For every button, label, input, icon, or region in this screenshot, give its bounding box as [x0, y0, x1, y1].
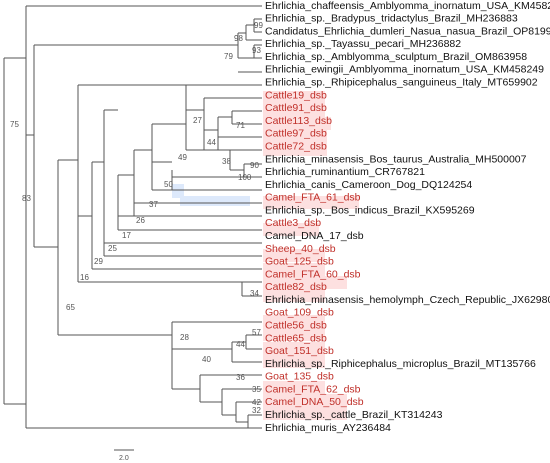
- support-value: 28: [180, 333, 189, 342]
- support-value: 98: [234, 34, 243, 43]
- leaf-label: Camel_DNA_50_dsb: [265, 396, 364, 408]
- support-value: 57: [252, 328, 261, 337]
- leaf-label: Ehrlichia_sp._Amblyomma_sculptum_Brazil_…: [265, 51, 527, 63]
- leaf-label: Cattle3_dsb: [265, 217, 321, 229]
- support-value: 29: [94, 257, 103, 266]
- support-value: 44: [236, 340, 245, 349]
- leaf-label: Camel_DNA_17_dsb: [265, 230, 364, 242]
- support-value: 17: [122, 231, 131, 240]
- support-value: 42: [252, 398, 261, 407]
- scale-label: 2.0: [119, 455, 129, 462]
- leaf-label: Goat_135_dsb: [265, 371, 334, 383]
- leaf-label: Ehrlichia_sp._Rhipicephalus_sanguineus_I…: [265, 76, 538, 88]
- leaf-label: Candidatus_Ehrlichia_dumleri_Nasua_nasua…: [265, 25, 550, 37]
- support-value: 35: [252, 385, 261, 394]
- tree-branches: [3, 5, 262, 451]
- support-value: 38: [222, 157, 231, 166]
- leaf-label: Ehrlichia_sp._Tayassu_pecari_MH236882: [265, 38, 461, 50]
- support-values: 99 98 93 79 75 27 71 44 49 38 90 100 50 …: [10, 21, 263, 415]
- leaf-label: Ehrlichia_minasensis_hemolymph_Czech_Rep…: [265, 294, 550, 306]
- leaf-label: Cattle65_dsb: [265, 332, 327, 344]
- support-value: 36: [236, 373, 245, 382]
- support-value: 37: [149, 200, 158, 209]
- leaf-label: Cattle91_dsb: [265, 102, 327, 114]
- support-value: 75: [10, 120, 19, 129]
- leaf-label: Camel_FTA_62_dsb: [265, 383, 361, 395]
- leaf-label: Cattle56_dsb: [265, 319, 327, 331]
- leaf-label: Sheep_40_dsb: [265, 243, 336, 255]
- support-value: 25: [108, 244, 117, 253]
- support-value: 71: [236, 121, 245, 130]
- support-value: 93: [252, 46, 261, 55]
- support-value: 79: [224, 52, 233, 61]
- leaf-label: Ehrlichia_sp._cattle_Brazil_KT314243: [265, 409, 443, 421]
- leaf-label: Ehrlichia_chaffeensis_Amblyomma_inornatu…: [265, 0, 550, 12]
- leaf-label: Ehrlichia_sp._Riphicephalus_microplus_Br…: [265, 358, 536, 370]
- leaf-label: Camel_FTA_60_dsb: [265, 268, 361, 280]
- leaf-label: Ehrlichia_muris_AY236484: [265, 422, 391, 434]
- support-value: 44: [207, 138, 216, 147]
- leaf-label: Goat_109_dsb: [265, 307, 334, 319]
- leaf-label: Ehrlichia_sp._Bos_indicus_Brazil_KX59526…: [265, 204, 475, 216]
- leaf-label: Cattle82_dsb: [265, 281, 327, 293]
- support-value: 50: [164, 180, 173, 189]
- support-value: 40: [202, 355, 211, 364]
- support-value: 32: [252, 406, 261, 415]
- leaf-label: Cattle72_dsb: [265, 140, 327, 152]
- leaf-label: Ehrlichia_minasensis_Bos_taurus_Australi…: [265, 153, 527, 165]
- support-value: 83: [22, 194, 31, 203]
- label-highlights: [172, 91, 359, 420]
- support-value: 26: [136, 216, 145, 225]
- leaf-labels: Ehrlichia_chaffeensis_Amblyomma_inornatu…: [265, 0, 550, 434]
- leaf-label: Ehrlichia_ruminantium_CR767821: [265, 166, 425, 178]
- leaf-label: Cattle19_dsb: [265, 89, 327, 101]
- leaf-label: Cattle97_dsb: [265, 128, 327, 140]
- leaf-label: Cattle113_dsb: [265, 115, 332, 127]
- support-value: 90: [250, 161, 259, 170]
- leaf-label: Ehrlichia_ewingii_Amblyomma_inornatum_US…: [265, 64, 544, 76]
- leaf-label: Goat_151_dsb: [265, 345, 334, 357]
- support-value: 100: [238, 173, 252, 182]
- leaf-label: Ehrlichia_sp._Bradypus_tridactylus_Brazi…: [265, 13, 518, 25]
- leaf-label: Goat_125_dsb: [265, 256, 334, 268]
- support-value: 65: [66, 303, 75, 312]
- leaf-label: Ehrlichia_canis_Cameroon_Dog_DQ124254: [265, 179, 472, 191]
- leaf-label: Camel_FTA_61_dsb: [265, 192, 361, 204]
- support-value: 99: [254, 21, 263, 30]
- support-value: 34: [250, 289, 259, 298]
- support-value: 49: [178, 153, 187, 162]
- support-value: 16: [80, 273, 89, 282]
- support-value: 27: [193, 116, 202, 125]
